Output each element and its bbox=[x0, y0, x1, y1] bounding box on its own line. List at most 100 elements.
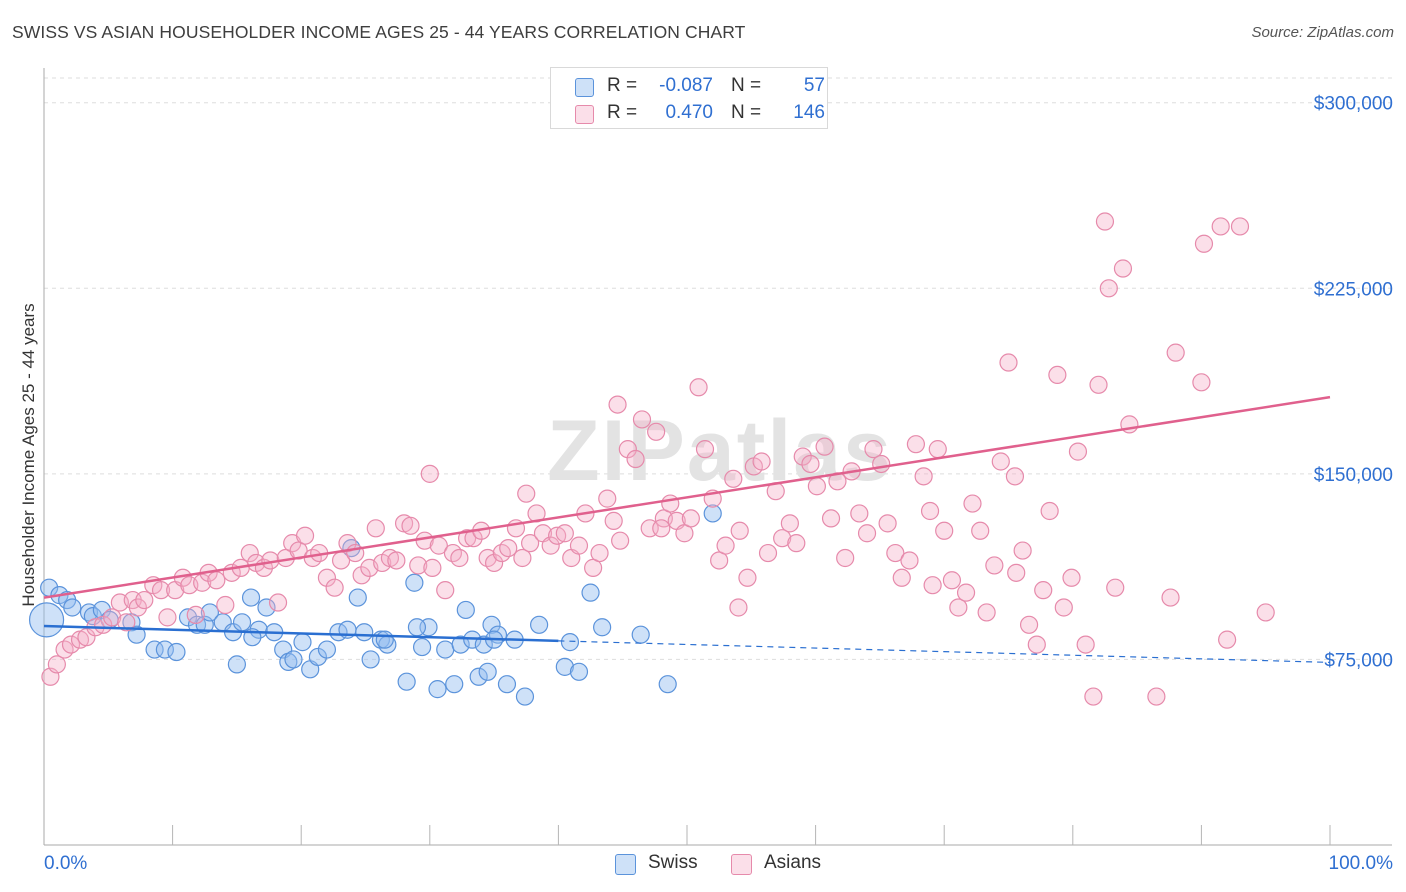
asian-point bbox=[268, 593, 288, 612]
asian-point bbox=[935, 521, 954, 540]
asian-point bbox=[787, 534, 806, 553]
asian-point bbox=[1161, 588, 1180, 607]
swiss-point bbox=[405, 573, 424, 592]
asian-point bbox=[1068, 442, 1088, 461]
swiss-point bbox=[412, 637, 432, 657]
swiss-point bbox=[407, 618, 427, 637]
asian-point bbox=[807, 477, 826, 496]
asian-point bbox=[1054, 598, 1073, 617]
asian-point bbox=[724, 469, 743, 488]
swiss-point bbox=[361, 650, 380, 669]
asian-point bbox=[541, 536, 560, 555]
swiss-swatch bbox=[615, 854, 636, 875]
r-label: R = bbox=[607, 75, 638, 96]
asian-point bbox=[1106, 578, 1125, 597]
asian-point bbox=[1084, 687, 1103, 706]
swiss-point bbox=[555, 657, 574, 676]
swiss-point bbox=[428, 680, 447, 699]
asian-point bbox=[928, 440, 947, 459]
asian-point bbox=[158, 608, 177, 627]
n-value: 57 bbox=[803, 75, 825, 96]
asian-point bbox=[900, 551, 919, 570]
asian-point bbox=[977, 603, 996, 622]
asian-point bbox=[923, 576, 942, 595]
asian-point bbox=[1230, 217, 1250, 236]
r-label: R = bbox=[607, 102, 638, 123]
asian-point bbox=[295, 526, 315, 545]
swiss-point bbox=[293, 633, 312, 652]
swiss-point bbox=[515, 687, 535, 706]
r-value: 0.470 bbox=[665, 102, 713, 123]
asian-point bbox=[780, 514, 799, 533]
asian-point bbox=[1013, 541, 1032, 560]
asian-point bbox=[647, 422, 666, 441]
swiss-point bbox=[241, 588, 261, 607]
asian-point bbox=[128, 598, 147, 617]
swiss-point bbox=[581, 583, 600, 602]
asian-point bbox=[409, 556, 428, 575]
asian-point bbox=[499, 538, 518, 558]
asian-point bbox=[1048, 365, 1067, 385]
swiss-point bbox=[593, 618, 612, 637]
asian-point bbox=[1256, 603, 1275, 622]
asian-point bbox=[821, 509, 841, 528]
asian-point bbox=[61, 635, 81, 654]
asian-point bbox=[991, 452, 1010, 471]
asian-point bbox=[555, 524, 574, 543]
swiss-point bbox=[375, 630, 394, 649]
asian-point bbox=[793, 447, 812, 466]
swiss-point bbox=[560, 633, 580, 652]
asian-point bbox=[864, 440, 883, 459]
chart-title: SWISS VS ASIAN HOUSEHOLDER INCOME AGES 2… bbox=[12, 22, 746, 42]
asian-point bbox=[1218, 630, 1237, 649]
asian-point bbox=[758, 543, 778, 563]
asian-point bbox=[590, 543, 609, 563]
asian-point bbox=[420, 464, 439, 483]
asian-point bbox=[513, 548, 532, 568]
asian-point bbox=[1005, 467, 1025, 486]
asian-point bbox=[689, 378, 708, 397]
asian-point bbox=[135, 590, 154, 610]
asian-point bbox=[151, 581, 171, 600]
asian-point bbox=[985, 556, 1004, 575]
swiss-point bbox=[451, 635, 470, 654]
asian-point bbox=[338, 534, 357, 553]
y-tick-label: $150,000 bbox=[1314, 465, 1393, 486]
swiss-point bbox=[127, 625, 146, 644]
asian-point bbox=[317, 568, 337, 587]
y-tick-label: $300,000 bbox=[1314, 94, 1393, 115]
swiss-point bbox=[348, 588, 367, 607]
asian-point bbox=[738, 568, 757, 587]
asian-point bbox=[1147, 687, 1166, 706]
swiss-point bbox=[474, 635, 493, 654]
swiss-point bbox=[167, 642, 186, 662]
asian-point bbox=[1034, 581, 1053, 600]
asian-point bbox=[1166, 343, 1185, 362]
asian-point bbox=[103, 608, 122, 627]
asian-point bbox=[1040, 501, 1059, 521]
asian-point bbox=[836, 548, 855, 568]
n-label: N = bbox=[731, 102, 762, 123]
swiss-point bbox=[284, 650, 303, 669]
asian-point bbox=[1192, 373, 1211, 392]
asian-point bbox=[632, 410, 652, 429]
asian-point bbox=[681, 509, 700, 528]
asian-point bbox=[1062, 568, 1081, 587]
stats-legend: R = -0.087 N = 57 R = 0.470 N = 146 bbox=[550, 67, 828, 129]
asian-point bbox=[186, 605, 205, 625]
asian-point bbox=[752, 452, 771, 471]
swiss-point bbox=[478, 662, 497, 681]
x-tick-label: 100.0% bbox=[1329, 853, 1394, 874]
asian-point bbox=[906, 435, 926, 454]
swiss-point bbox=[232, 613, 252, 632]
asian-point bbox=[949, 598, 968, 617]
swiss-point bbox=[569, 662, 589, 681]
swiss-point bbox=[355, 623, 374, 642]
asian-trend-line bbox=[43, 395, 1331, 599]
legend-label-asians: Asians bbox=[764, 852, 822, 873]
swiss-point bbox=[249, 620, 268, 639]
watermark: ZIPatlas bbox=[547, 403, 893, 499]
asian-point bbox=[801, 454, 820, 474]
asian-point bbox=[730, 521, 749, 540]
